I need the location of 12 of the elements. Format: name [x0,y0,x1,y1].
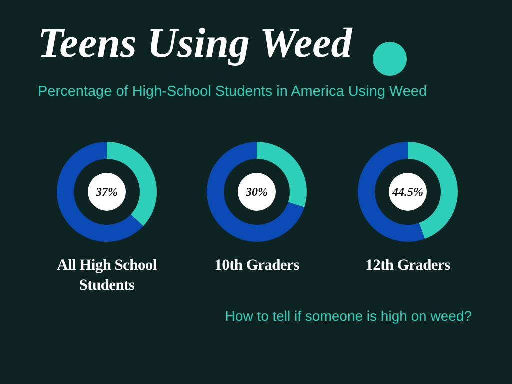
text: 37% [95,185,119,200]
text: 30% [245,185,269,200]
text: Percentage of High-School Students in America Using Weed [38,84,428,100]
donut-slice [207,142,305,242]
donut-slice [358,142,425,242]
text: 44.5% [391,185,424,200]
text: 10th Graders [214,256,300,276]
text: All High School Students [56,256,158,296]
text: Teens Using Weed [38,20,352,68]
text: 12th Graders [364,256,452,276]
donut-slice [57,142,144,242]
text: How to tell if someone is high on weed? [225,308,472,324]
